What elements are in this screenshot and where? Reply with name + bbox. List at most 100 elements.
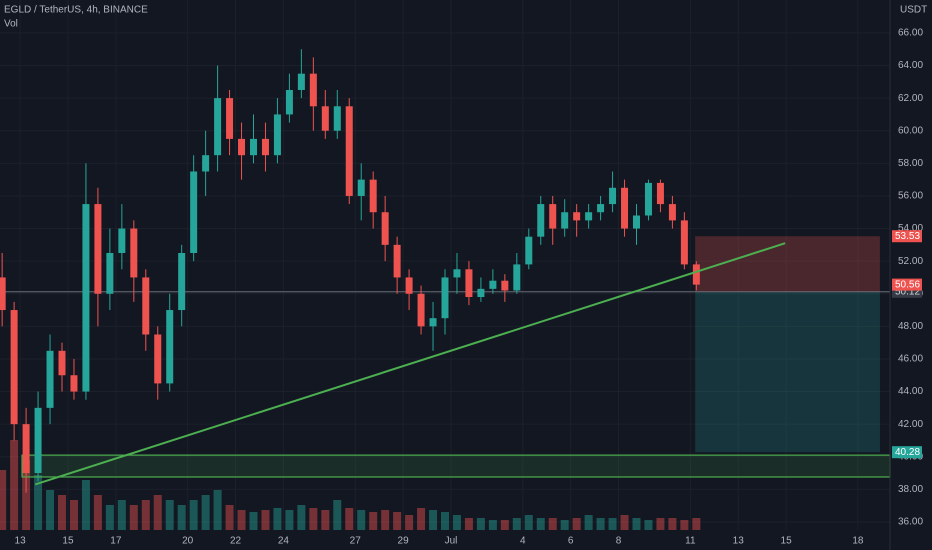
last-price-label-box — [892, 278, 922, 291]
last-price-label: 50.56 — [895, 279, 920, 290]
volume-bar — [668, 518, 677, 530]
volume-bar — [93, 495, 102, 530]
y-tick-label: 60.00 — [898, 125, 923, 136]
stop-box — [695, 236, 880, 292]
candle-body — [118, 228, 126, 253]
volume-bar — [189, 500, 198, 530]
candle-body — [178, 252, 186, 311]
candle-body — [297, 73, 305, 90]
candle-body — [692, 264, 700, 285]
volume-bar — [177, 505, 186, 530]
volume-bar — [10, 440, 19, 530]
x-tick-label: 29 — [398, 536, 410, 547]
x-tick-label: 8 — [616, 536, 622, 547]
volume-bar — [357, 510, 366, 530]
candle-body — [34, 407, 42, 474]
volume-bar — [153, 495, 162, 530]
candle-body — [429, 318, 437, 327]
volume-bar — [464, 518, 473, 530]
volume-bar — [333, 500, 342, 530]
volume-bar — [429, 510, 438, 530]
y-tick-label: 56.00 — [898, 191, 923, 202]
candle-body — [261, 138, 269, 156]
candle-body — [381, 212, 389, 245]
y-tick-label: 58.00 — [898, 158, 923, 169]
candle-body — [214, 98, 222, 156]
candle-body — [226, 98, 234, 139]
candle-body — [345, 106, 353, 196]
y-tick-label: 62.00 — [898, 93, 923, 104]
volume-bar — [345, 508, 354, 530]
candle-body — [405, 277, 413, 294]
y-tick-label: 42.00 — [898, 419, 923, 430]
x-tick-label: 15 — [781, 536, 793, 547]
x-tick-label: 4 — [520, 536, 526, 547]
candle-body — [525, 236, 533, 265]
candle-body — [644, 182, 652, 216]
stop-label: 53.53 — [895, 231, 920, 242]
x-tick-label: 18 — [852, 536, 864, 547]
candle-body — [0, 277, 6, 311]
candle-body — [549, 204, 557, 229]
volume-bar — [584, 515, 593, 530]
candle-body — [501, 280, 509, 291]
volume-bar — [536, 518, 545, 530]
volume-bar — [441, 512, 449, 530]
candle-body — [573, 212, 581, 221]
volume-bar — [46, 490, 55, 530]
volume-bar — [57, 495, 66, 530]
plot-layer — [0, 49, 891, 530]
candle-body — [142, 277, 150, 335]
volume-bar — [608, 518, 617, 530]
volume-label: Vol — [4, 19, 18, 30]
volume-bar — [596, 518, 605, 530]
volume-bar — [129, 505, 138, 530]
volume-bar — [692, 518, 701, 530]
volume-bar — [81, 480, 90, 530]
volume-bar — [117, 500, 126, 530]
volume-bar — [405, 515, 414, 530]
volume-bar — [22, 460, 31, 530]
volume-bar — [0, 470, 7, 530]
candle-body — [609, 187, 617, 205]
candle-body — [58, 350, 66, 376]
y-tick-label: 66.00 — [898, 28, 923, 39]
candle-body — [561, 212, 569, 229]
volume-bar — [34, 475, 43, 530]
y-tick-label: 44.00 — [898, 386, 923, 397]
candle-body — [285, 89, 293, 115]
candle-body — [537, 204, 545, 237]
x-tick-label: 13 — [733, 536, 745, 547]
y-tick-label: 64.00 — [898, 60, 923, 71]
volume-bar — [381, 510, 390, 530]
volume-bar — [452, 515, 461, 530]
volume-bar — [632, 518, 641, 530]
candle-body — [22, 424, 30, 474]
candle-body — [489, 280, 497, 289]
candle-body — [656, 182, 664, 205]
volume-bar — [249, 512, 258, 530]
volume-bar — [500, 520, 509, 530]
y-tick-label: 52.00 — [898, 256, 923, 267]
target-label: 40.28 — [895, 447, 920, 458]
candle-body — [369, 179, 377, 213]
candle-body — [357, 179, 365, 196]
candle-body — [309, 73, 317, 107]
volume-bar — [225, 505, 234, 530]
volume-bar — [285, 510, 294, 530]
volume-bar — [105, 505, 114, 530]
volume-bar — [548, 518, 557, 530]
volume-bar — [393, 512, 402, 530]
candle-body — [417, 293, 425, 327]
candle-body — [273, 114, 281, 156]
currency-label: USDT — [900, 5, 927, 16]
candle-body — [106, 252, 114, 294]
candle-body — [597, 204, 605, 213]
volume-bar — [644, 520, 653, 530]
volume-bar — [560, 520, 569, 530]
candle-body — [10, 310, 18, 425]
candle-body — [333, 106, 341, 131]
volume-bar — [321, 510, 330, 530]
